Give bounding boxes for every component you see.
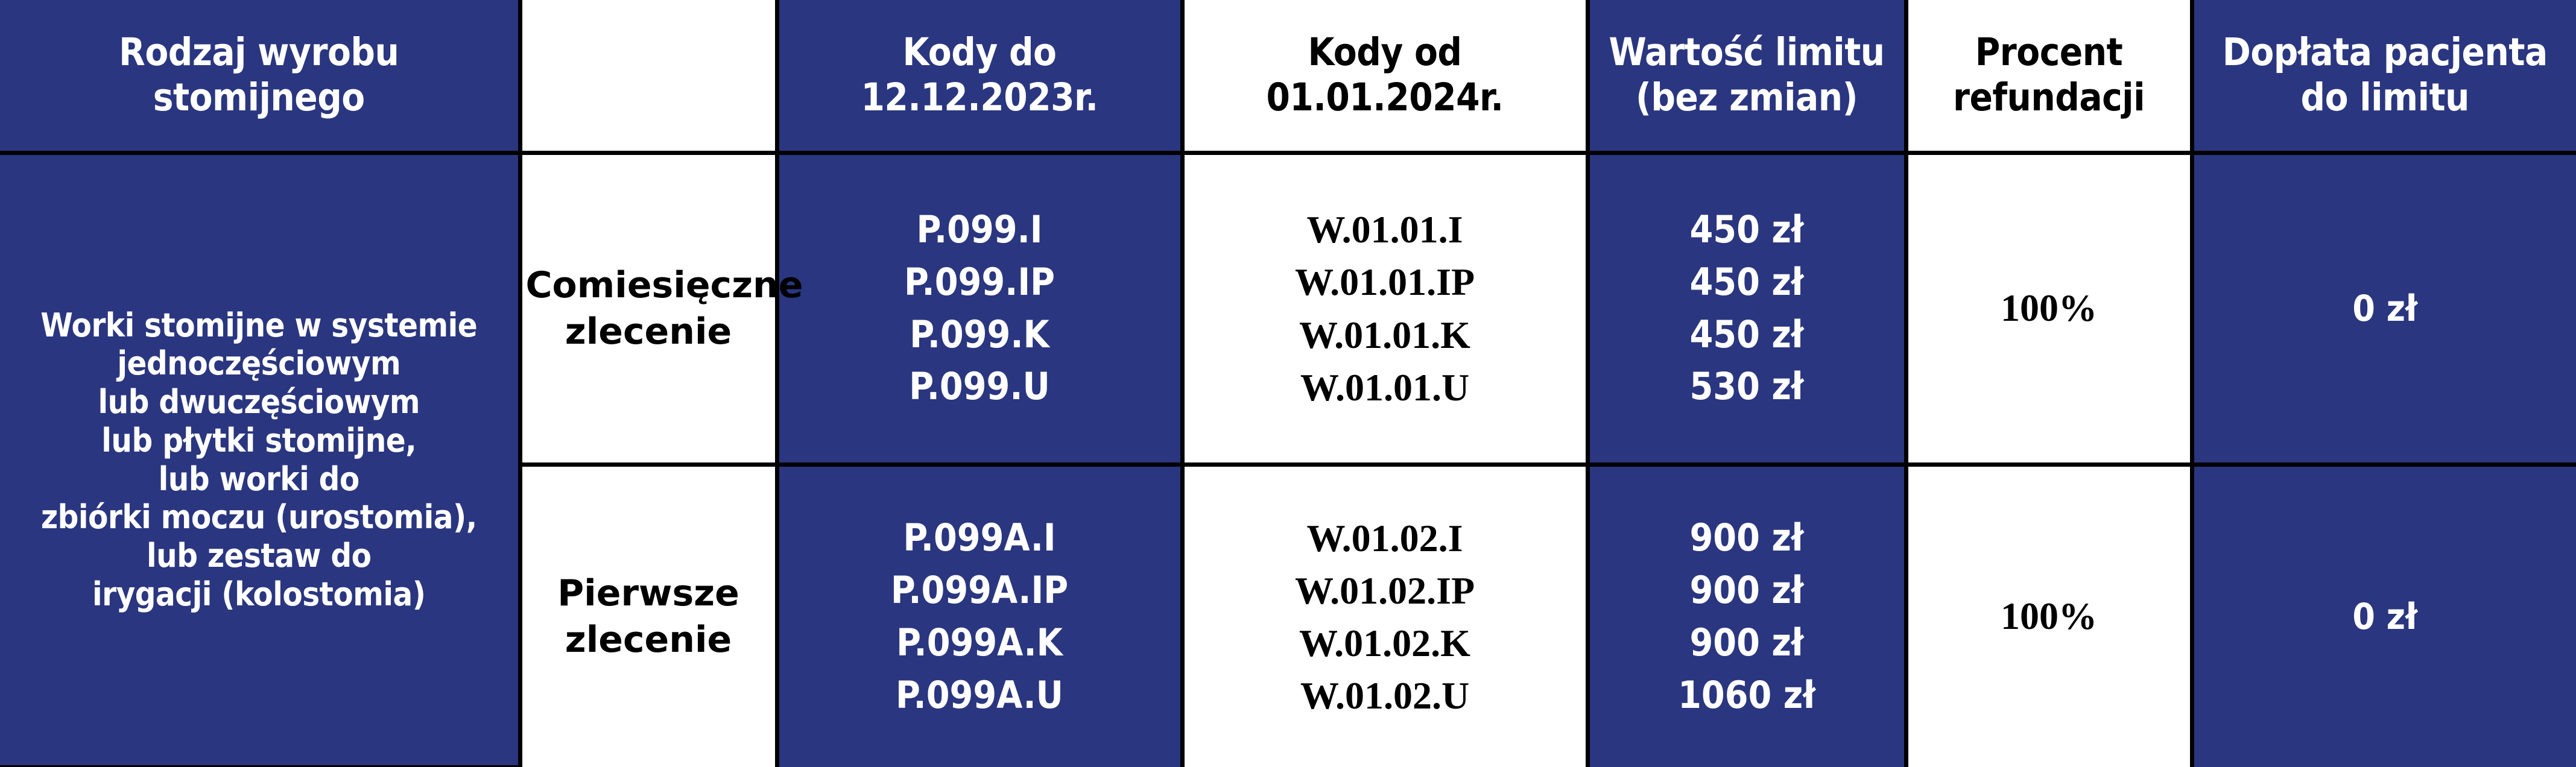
column-header-copayment: Dopłata pacjenta do limitu: [2189, 0, 2576, 155]
column-header-order-type: [517, 0, 779, 155]
cell-refund-percent-first: 100%: [1904, 462, 2194, 767]
table-row: Pierwsze zlecenie P.099A.I P.099A.IP P.0…: [0, 462, 2576, 767]
cell-codes-new-monthly: W.01.01.I W.01.01.IP W.01.01.K W.01.01.U: [1180, 150, 1590, 467]
cell-codes-new-first: W.01.02.I W.01.02.IP W.01.02.K W.01.02.U: [1180, 462, 1590, 767]
column-header-codes-old: Kody do 12.12.2023r.: [774, 0, 1185, 155]
table-row: Worki stomijne w systemie jednoczęściowy…: [0, 150, 2576, 767]
cell-copayment-monthly: 0 zł: [2189, 150, 2576, 467]
table-header-row: Rodzaj wyrobu stomijnego Kody do 12.12.2…: [0, 0, 2576, 155]
column-header-refund-percent: Procent refundacji: [1904, 0, 2194, 155]
cell-codes-old-first: P.099A.I P.099A.IP P.099A.K P.099A.U: [774, 462, 1185, 767]
column-header-product: Rodzaj wyrobu stomijnego: [0, 0, 522, 155]
cell-copayment-first: 0 zł: [2189, 462, 2576, 767]
cell-refund-percent-monthly: 100%: [1904, 150, 2194, 467]
cell-order-type-monthly: Comiesięczne zlecenie: [517, 150, 803, 467]
cell-limit-value-monthly: 450 zł 450 zł 450 zł 530 zł: [1585, 150, 1908, 467]
column-header-limit-value: Wartość limitu (bez zmian): [1585, 0, 1908, 155]
column-header-codes-new: Kody od 01.01.2024r.: [1180, 0, 1590, 155]
cell-order-type-first: Pierwsze zlecenie: [520, 462, 779, 767]
cell-product-description: Worki stomijne w systemie jednoczęściowy…: [0, 150, 522, 767]
cell-limit-value-first: 900 zł 900 zł 900 zł 1060 zł: [1585, 462, 1908, 767]
cell-codes-old-monthly: P.099.I P.099.IP P.099.K P.099.U: [774, 150, 1185, 467]
